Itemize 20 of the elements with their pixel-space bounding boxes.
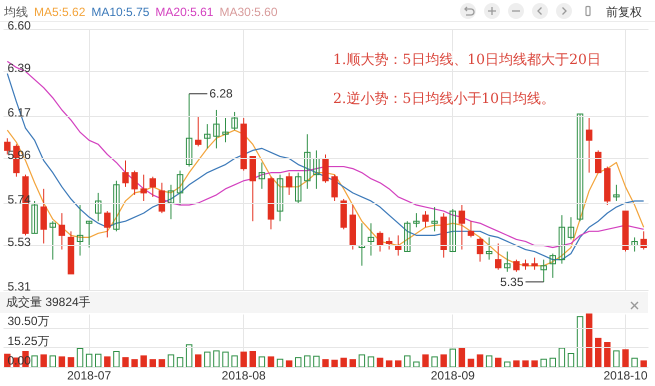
annotation: 1.顺大势：5日均线、10日均线都大于20日 <box>333 51 601 69</box>
x-tick-label: 2018-08 <box>222 368 266 382</box>
y-tick-label: 5.53 <box>8 234 32 249</box>
y-tick-label: 5.31 <box>8 280 32 294</box>
y-tick-label: 30.50万 <box>8 314 50 328</box>
annotation: 2.逆小势：5日均线小于10日均线。 <box>333 90 556 108</box>
x-tick-label: 2018-10 <box>603 368 648 382</box>
x-tick-label: 2018-09 <box>430 368 476 382</box>
annotation: 5.35 <box>500 274 524 289</box>
legend-title: 均线 <box>4 5 28 19</box>
y-tick-label: 6.60 <box>8 18 32 32</box>
annotation: 6.28 <box>209 86 233 101</box>
y-tick-label: 15.25万 <box>8 334 50 348</box>
x-tick-label: 2018-07 <box>67 368 112 382</box>
text: MA5:5.62 <box>34 5 86 19</box>
text: MA10:5.75 <box>91 5 150 19</box>
text: MA30:5.60 <box>219 5 278 19</box>
text: 前复权 <box>606 4 642 21</box>
text: MA20:5.61 <box>155 5 214 19</box>
chart-title: 成交量 39824手 <box>6 295 91 309</box>
